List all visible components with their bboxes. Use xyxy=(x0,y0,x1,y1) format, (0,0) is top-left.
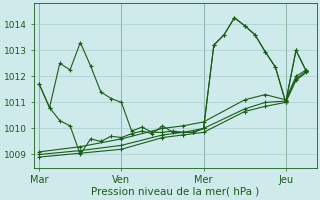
X-axis label: Pression niveau de la mer( hPa ): Pression niveau de la mer( hPa ) xyxy=(91,187,260,197)
